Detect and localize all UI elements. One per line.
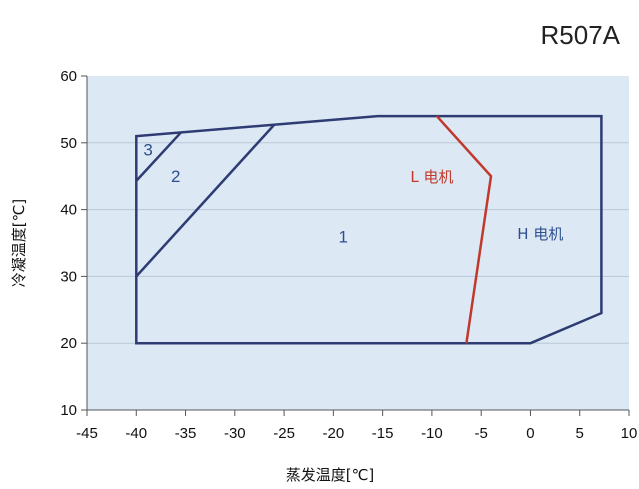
y-tick-label: 10	[60, 402, 77, 419]
x-tick-label: -45	[76, 425, 98, 442]
x-tick-label: -15	[372, 425, 394, 442]
y-tick-label: 60	[60, 68, 77, 85]
y-tick-label: 20	[60, 335, 77, 352]
annotation-layer: 1 23 L 电机 H 电机	[143, 140, 563, 246]
annotation-label: H 电机	[517, 225, 563, 243]
chart-title: R507A	[541, 20, 621, 50]
x-tick-label: -25	[273, 425, 295, 442]
x-tick-label: -30	[224, 425, 246, 442]
annotation-label: 3	[143, 140, 152, 159]
annotation-label: L 电机	[410, 168, 453, 186]
series-line-2	[135, 131, 182, 182]
series-layer	[135, 114, 603, 345]
y-axis-title: 冷凝温度[℃]	[10, 199, 28, 288]
x-tick-label: -10	[421, 425, 443, 442]
x-axis-title: 蒸发温度[℃]	[286, 466, 375, 484]
x-tick-label: 10	[621, 425, 638, 442]
y-tick-label: 50	[60, 135, 77, 152]
annotation-label: 2	[171, 167, 180, 186]
x-tick-label: -20	[323, 425, 345, 442]
x-tick-label: -5	[475, 425, 488, 442]
x-tick-label: -35	[175, 425, 197, 442]
series-line-0	[135, 114, 603, 345]
x-tick-label: 0	[526, 425, 534, 442]
x-tick-label: -40	[125, 425, 147, 442]
annotation-label: 1	[338, 227, 347, 246]
x-tick-label: 5	[576, 425, 584, 442]
axes: 10 20 30 40 50 60 -45 -40 -35 -30 -25 -20 -15 -10 -5 0 5…	[60, 68, 637, 442]
y-tick-label: 30	[60, 268, 77, 285]
series-line-1	[135, 123, 276, 278]
series-line-3	[435, 115, 493, 344]
y-tick-label: 40	[60, 202, 77, 219]
